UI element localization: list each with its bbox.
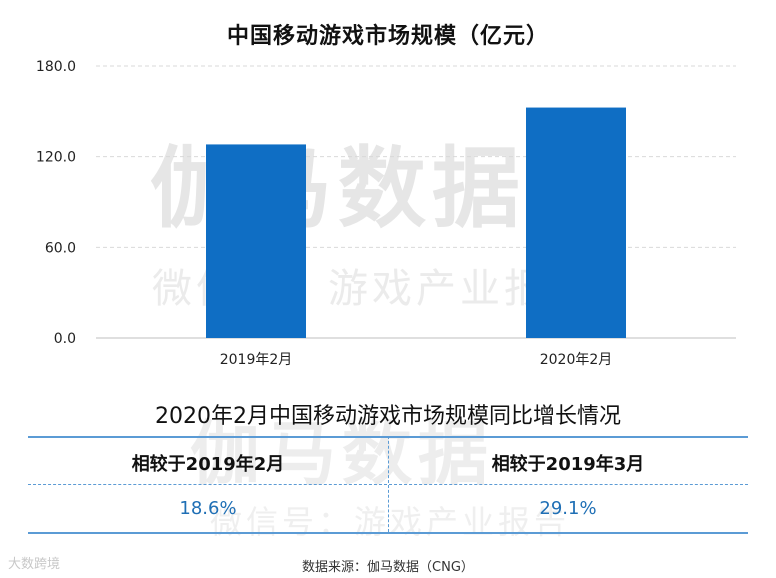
table-header-vs-2019-mar: 相较于2019年3月 bbox=[491, 454, 645, 475]
y-tick-label: 180.0 bbox=[36, 59, 76, 75]
table-bottom-border bbox=[28, 532, 748, 534]
data-source-note: 数据来源：伽马数据（CNG） bbox=[302, 560, 474, 575]
table-value-vs-2019-mar: 29.1% bbox=[539, 498, 597, 519]
growth-table: 相较于2019年2月 相较于2019年3月 18.6% 29.1% bbox=[28, 436, 748, 534]
y-tick-label: 60.0 bbox=[45, 240, 76, 256]
x-tick-label: 2020年2月 bbox=[540, 352, 613, 368]
x-tick-label: 2019年2月 bbox=[220, 352, 293, 368]
y-tick-label: 0.0 bbox=[54, 331, 76, 347]
growth-table-title: 2020年2月中国移动游戏市场规模同比增长情况 bbox=[155, 404, 621, 429]
table-header-vs-2019-feb: 相较于2019年2月 bbox=[131, 454, 285, 475]
y-tick-label: 120.0 bbox=[36, 150, 76, 166]
bar bbox=[526, 107, 626, 338]
corner-watermark: 大数跨境 bbox=[8, 557, 61, 572]
table-value-vs-2019-feb: 18.6% bbox=[179, 498, 237, 519]
table-column-divider bbox=[388, 436, 389, 532]
bar bbox=[206, 144, 306, 338]
chart-title: 中国移动游戏市场规模（亿元） bbox=[226, 24, 549, 49]
bar-chart: 0.0 60.0 120.0 180.0 2019年2月 2020年2月 bbox=[36, 59, 736, 368]
